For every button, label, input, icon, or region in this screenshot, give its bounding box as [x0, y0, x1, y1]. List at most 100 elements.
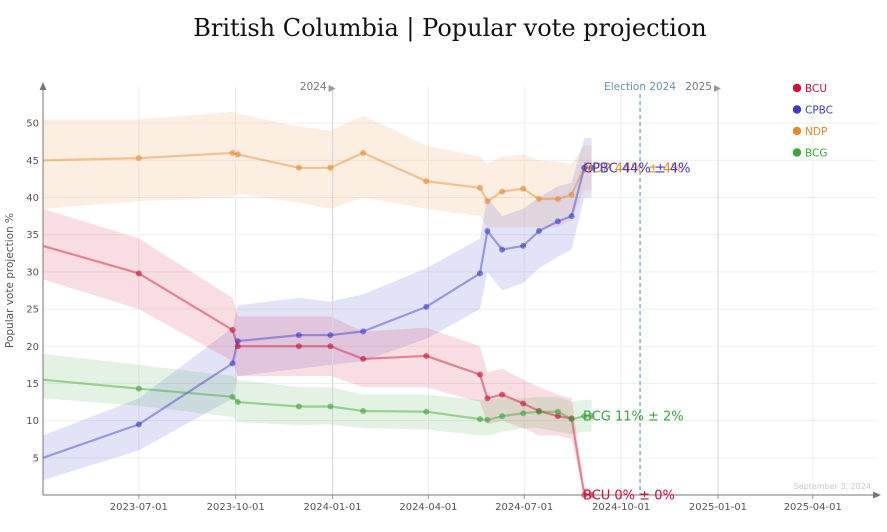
point-bcg	[327, 403, 334, 410]
point-bcg	[535, 408, 542, 415]
point-cpbc	[520, 242, 527, 249]
point-layer	[135, 149, 595, 498]
point-bcu	[327, 343, 334, 350]
legend-label-bcu: BCU	[805, 83, 827, 95]
point-bcg	[581, 413, 588, 420]
point-ndp	[554, 196, 561, 203]
x-tick-label: 2023-07-01	[110, 502, 168, 513]
label-layer: NDP 44% ± 4%CPBC 44% ± 4% BCG 11% ± 2% BCU…	[583, 161, 691, 503]
x-tick-label: 2025-01-01	[689, 502, 747, 513]
legend-label-cpbc: CPBC	[805, 104, 833, 116]
point-bcg	[499, 413, 506, 420]
date-note: September 3, 2024	[794, 482, 871, 491]
y-tick-label: 30	[26, 267, 39, 278]
legend-marker-bcg	[792, 148, 802, 157]
point-cpbc	[568, 213, 575, 220]
point-cpbc	[588, 164, 595, 171]
year-marker-label: 2025	[685, 81, 712, 93]
point-cpbc	[477, 270, 484, 277]
point-ndp	[234, 151, 241, 158]
y-tick-label: 10	[26, 416, 39, 427]
x-tick-label: 2023-10-01	[207, 502, 265, 513]
point-ndp	[135, 155, 142, 162]
point-ndp	[423, 178, 430, 185]
point-cpbc	[295, 332, 302, 339]
point-cpbc	[360, 328, 367, 335]
band-bcu	[43, 208, 592, 495]
point-ndp	[360, 149, 367, 156]
point-bcg	[484, 416, 491, 423]
point-bcu	[499, 391, 506, 398]
point-cpbc	[135, 421, 142, 428]
y-tick-label: 15	[26, 379, 39, 390]
point-cpbc	[229, 360, 236, 367]
point-ndp	[295, 164, 302, 171]
point-bcg	[135, 385, 142, 392]
legend-marker-ndp	[792, 126, 802, 136]
y-tick-label: 20	[26, 342, 39, 353]
point-bcg	[234, 399, 241, 406]
y-tick-label: 45	[26, 156, 39, 167]
point-cpbc	[581, 164, 588, 171]
end-label-ndp: NDP 44% ± 4%	[583, 161, 683, 176]
point-cpbc	[499, 246, 506, 253]
point-cpbc	[535, 228, 542, 235]
point-cpbc	[327, 332, 334, 339]
x-tick-label: 2024-01-01	[304, 502, 362, 513]
point-bcg	[423, 408, 430, 415]
point-bcg	[229, 393, 236, 400]
point-bcg	[554, 408, 561, 415]
legend-marker-bcu	[792, 83, 802, 93]
y-axis-title: Popular vote projection %	[4, 213, 16, 348]
point-bcu	[554, 413, 561, 420]
point-bcg	[568, 416, 575, 423]
legend-label-ndp: NDP	[805, 126, 827, 138]
y-tick-label: 35	[26, 230, 39, 241]
end-label-cpbc: CPBC 44% ± 4%	[583, 161, 691, 176]
point-bcg	[477, 416, 484, 423]
point-bcu	[234, 343, 241, 350]
point-cpbc	[234, 338, 241, 345]
legend-layer: BCU CPBC NDP BCG	[792, 83, 833, 159]
y-tick-label: 50	[26, 119, 39, 130]
end-label-bcg: BCG 11% ± 2%	[583, 410, 684, 425]
point-bcg	[588, 413, 595, 420]
point-bcu	[360, 355, 367, 362]
y-tick-label: 40	[26, 193, 39, 204]
band-bcg	[43, 353, 592, 436]
x-tick-label: 2024-10-01	[592, 502, 650, 513]
band-layer	[43, 112, 592, 495]
year-marker-arrow	[713, 85, 721, 92]
point-ndp	[484, 198, 491, 205]
point-bcu	[484, 395, 491, 402]
election-marker-label: Election 2024	[604, 81, 676, 93]
point-bcu	[520, 400, 527, 407]
point-ndp	[229, 149, 236, 156]
end-label-bcu: BCU 0% ± 0%	[583, 489, 675, 504]
x-tick-label: 2025-04-01	[784, 502, 842, 513]
band-ndp	[43, 112, 592, 228]
point-bcu	[229, 326, 236, 333]
point-ndp	[499, 188, 506, 195]
point-bcu	[295, 343, 302, 350]
point-ndp	[477, 184, 484, 191]
point-cpbc	[554, 218, 561, 225]
legend-label-bcg: BCG	[805, 147, 828, 159]
year-marker-arrow	[328, 85, 336, 92]
band-cpbc	[43, 138, 592, 481]
point-cpbc	[423, 303, 430, 310]
y-axis-arrow	[39, 82, 47, 90]
y-tick-label: 5	[33, 453, 39, 464]
point-ndp	[520, 185, 527, 192]
legend-marker-cpbc	[792, 105, 802, 114]
point-bcg	[360, 407, 367, 414]
y-tick-label: 25	[26, 305, 39, 316]
point-bcu	[135, 270, 142, 277]
point-bcu	[477, 371, 484, 378]
year-marker-label: 2024	[300, 81, 327, 93]
point-ndp	[327, 164, 334, 171]
point-cpbc	[484, 228, 491, 235]
point-ndp	[568, 191, 575, 198]
